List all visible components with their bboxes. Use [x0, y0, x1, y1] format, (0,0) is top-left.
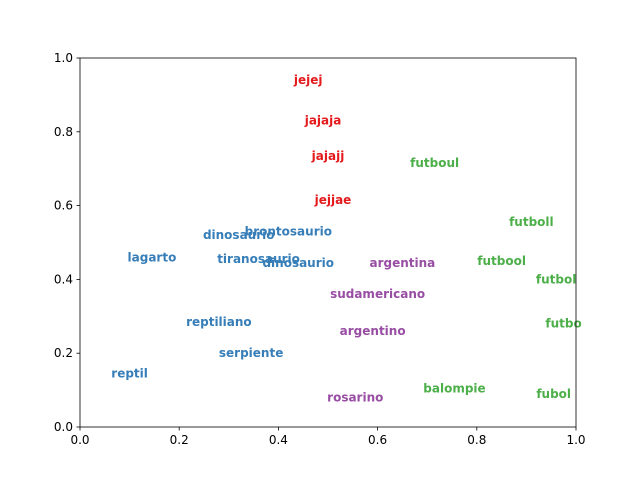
point-label: dinosaurio [262, 256, 334, 270]
x-tick-label: 0.0 [70, 433, 89, 447]
plot-area [80, 58, 576, 427]
plot-frame [79, 57, 577, 428]
x-tick-label: 0.8 [467, 433, 486, 447]
point-label: argentina [370, 256, 436, 270]
x-tick-label: 0.6 [368, 433, 387, 447]
y-tick-label: 0.8 [54, 125, 73, 139]
y-tick-label: 0.6 [54, 199, 73, 213]
point-label: serpiente [219, 346, 283, 360]
point-label: dinosaurio [203, 228, 275, 242]
point-label: jajajj [311, 149, 345, 163]
point-label: argentino [340, 324, 406, 338]
point-label: sudamericano [330, 287, 425, 301]
point-label: futboul [410, 156, 459, 170]
point-label: fubol [536, 387, 571, 401]
y-tick-label: 0.2 [54, 346, 73, 360]
point-label: lagarto [128, 250, 177, 264]
y-tick-label: 1.0 [54, 51, 73, 65]
point-label: reptiliano [186, 315, 252, 329]
point-label: futboll [509, 215, 554, 229]
point-label: futbool [477, 254, 526, 268]
point-label: jejej [293, 73, 323, 87]
data-labels: jejejjajajajajajjjejjaebrontosauriodinos… [111, 73, 581, 404]
point-label: futbol [536, 272, 576, 286]
point-label: jajaja [304, 114, 342, 128]
x-tick-label: 0.4 [269, 433, 288, 447]
point-label: tiranosaurio [217, 252, 300, 266]
point-label: balompie [423, 381, 485, 395]
x-tick-label: 1.0 [566, 433, 585, 447]
point-label: brontosaurio [245, 224, 332, 238]
y-tick-label: 0.4 [54, 272, 73, 286]
point-label: jejjae [314, 193, 352, 207]
axis-ticks: 0.0 0.2 0.4 0.6 0.8 1.0 0.0 0.2 0.4 0.6 0.8 1.0 [54, 51, 586, 447]
x-tick-label: 0.2 [170, 433, 189, 447]
point-label: rosarino [327, 390, 383, 404]
point-label: futbo [545, 317, 581, 331]
y-tick-label: 0.0 [54, 420, 73, 434]
point-label: reptil [111, 366, 148, 380]
